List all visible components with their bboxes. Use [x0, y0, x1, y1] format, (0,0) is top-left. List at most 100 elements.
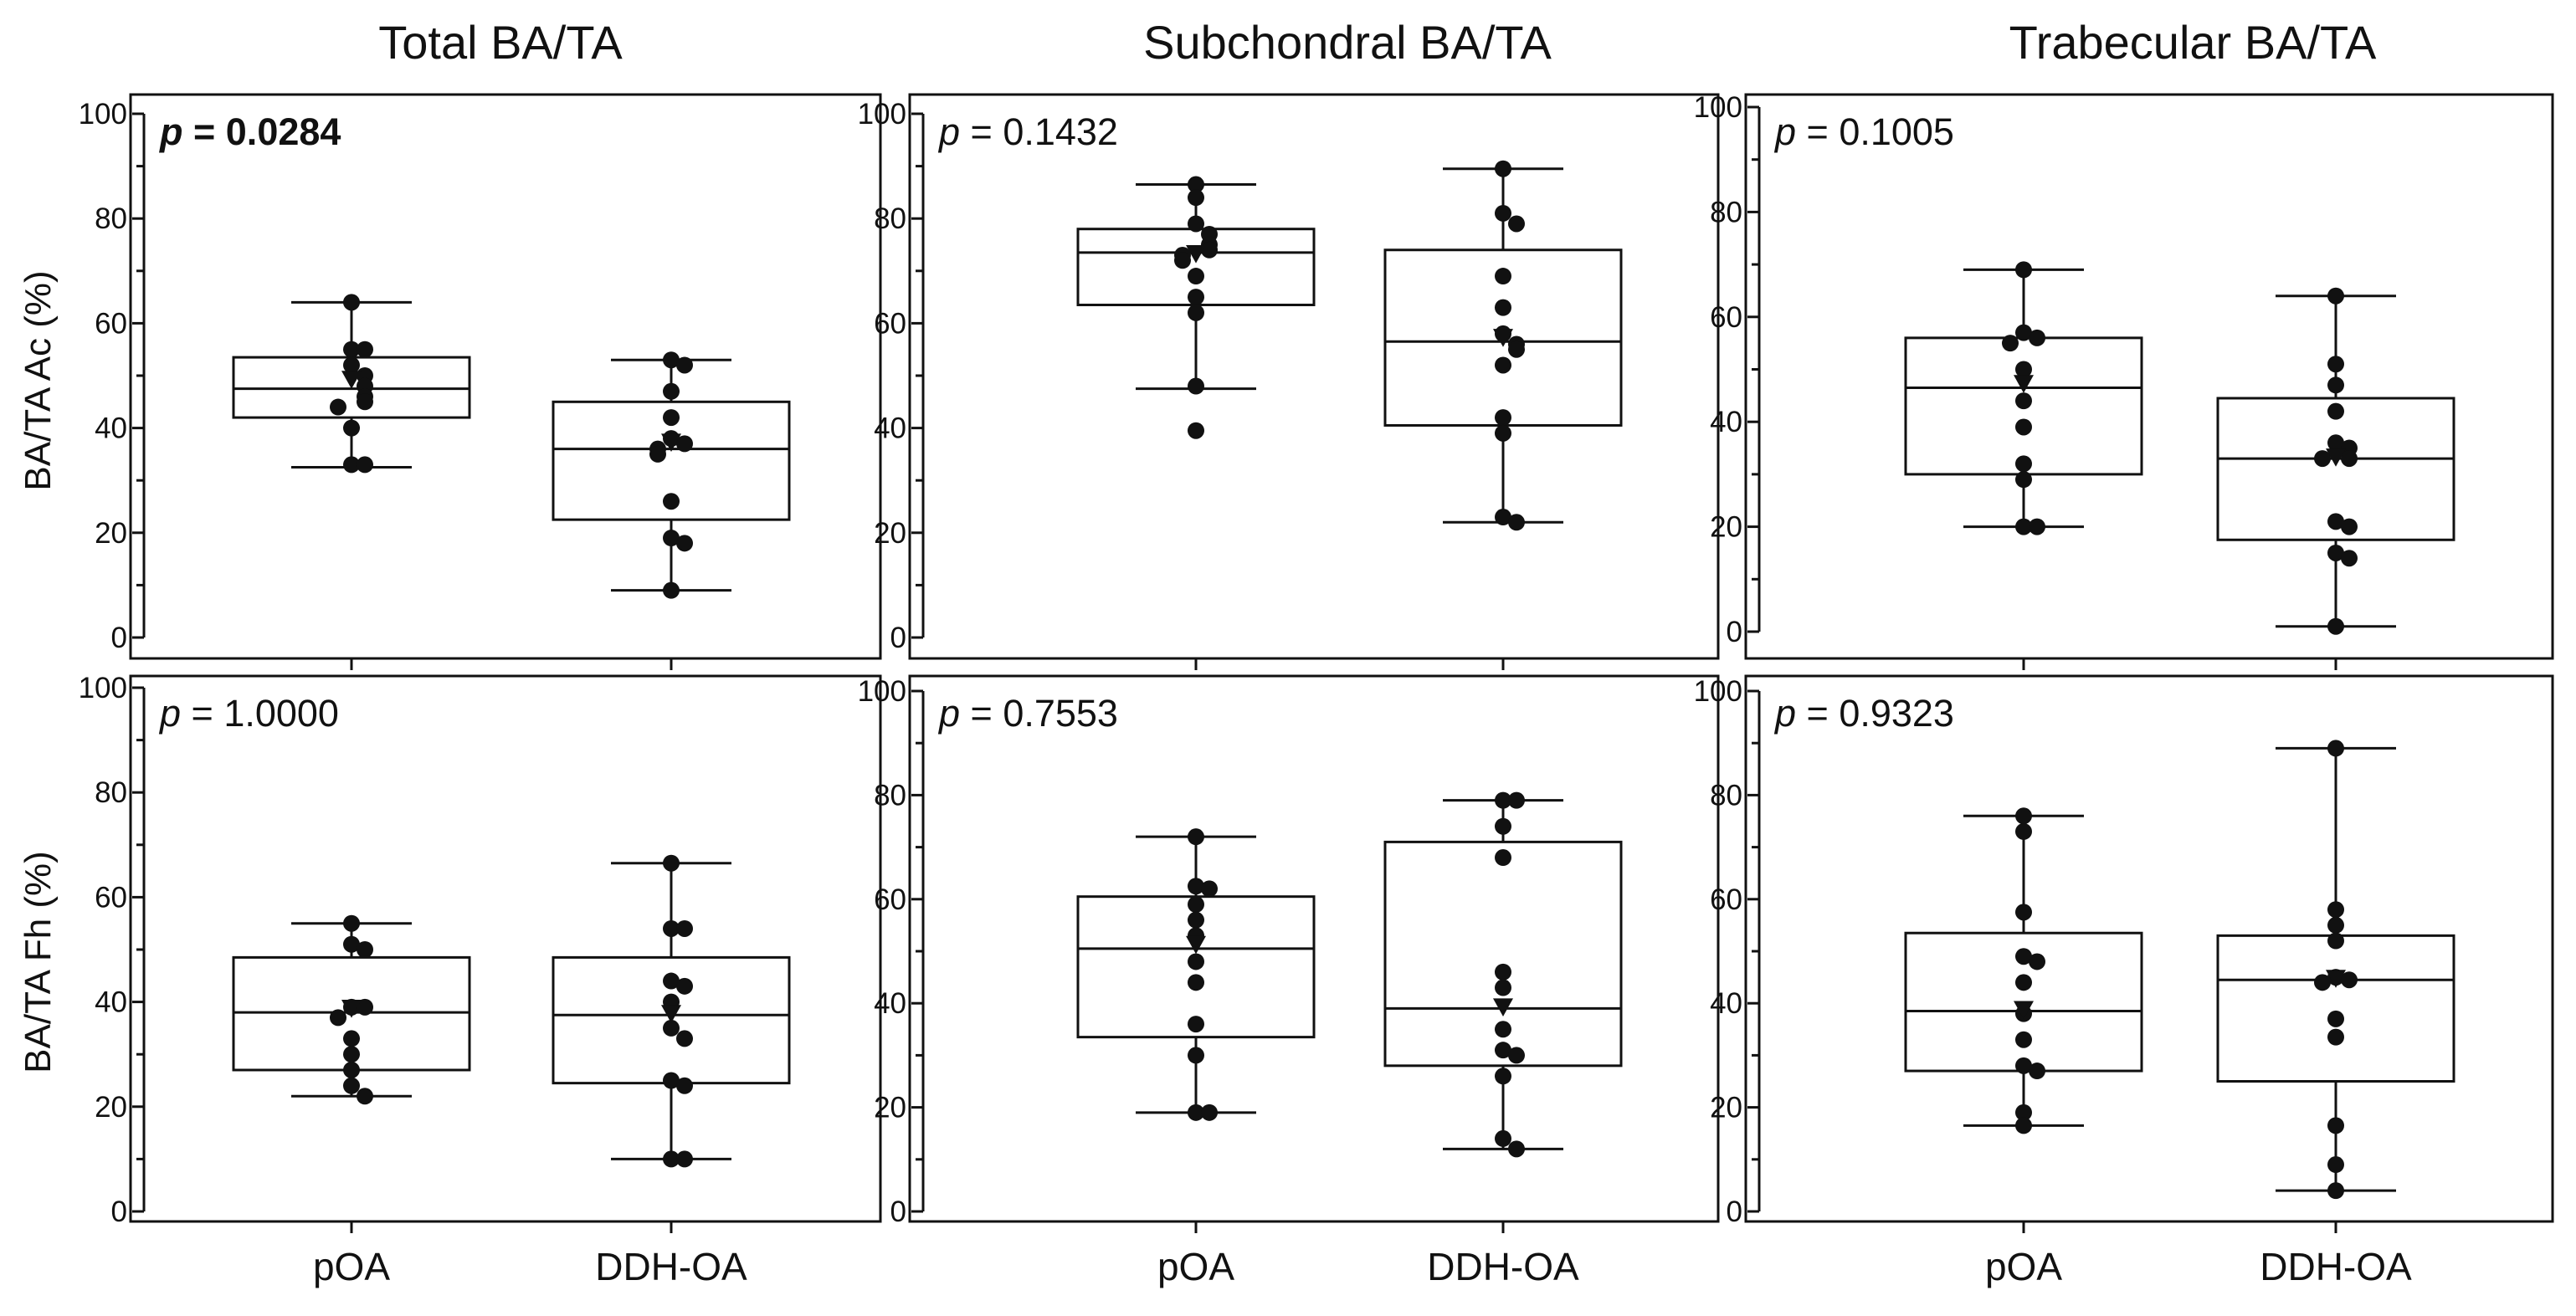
- data-point: [663, 1072, 680, 1089]
- data-point: [357, 456, 373, 474]
- data-point: [2327, 901, 2344, 919]
- data-point: [357, 998, 373, 1016]
- mean-marker: [1493, 329, 1513, 347]
- data-point: [663, 1019, 680, 1037]
- column-title-trabecular: Trabecular BA/TA: [2009, 16, 2377, 69]
- data-point: [2327, 916, 2344, 934]
- column-title-total: Total BA/TA: [378, 16, 623, 69]
- data-point: [1188, 422, 1204, 439]
- data-point: [343, 419, 360, 437]
- data-point: [1188, 176, 1204, 193]
- data-point: [1495, 409, 1511, 427]
- group-ddh-oa: [2216, 287, 2455, 635]
- mean-marker: [1186, 935, 1206, 955]
- data-point: [357, 1088, 373, 1105]
- data-point: [357, 341, 373, 358]
- panel-1-1: 0 20 40 60 80 100 p = 0.7553: [858, 674, 1720, 1233]
- column-title-subchondral: Subchondral BA/TA: [1143, 16, 1552, 69]
- data-point: [1188, 215, 1204, 233]
- data-point: [1508, 791, 1525, 809]
- x-label-ddhoa-col1: DDH-OA: [595, 1245, 747, 1288]
- x-label-poa-col3: pOA: [1985, 1245, 2062, 1288]
- y-tick-label: 60: [95, 307, 127, 340]
- data-point: [676, 1077, 693, 1094]
- data-point: [1495, 791, 1511, 809]
- data-point: [357, 941, 373, 958]
- data-point: [2341, 518, 2358, 535]
- data-point: [343, 456, 360, 474]
- group-poa: [1076, 176, 1316, 439]
- y-tick-label: 100: [858, 98, 906, 131]
- data-point: [2015, 324, 2032, 341]
- data-point: [676, 1030, 693, 1047]
- y-tick-label: 20: [874, 1092, 906, 1124]
- p-value-number: = 0.0284: [183, 110, 341, 153]
- box: [552, 400, 791, 521]
- data-point: [330, 398, 346, 416]
- data-point: [1495, 817, 1511, 835]
- data-point: [2015, 948, 2032, 965]
- data-point: [343, 935, 360, 953]
- data-point: [676, 1150, 693, 1168]
- data-point: [2015, 518, 2032, 535]
- panel-0-2: 0 20 40 60 80 100 p = 0.1005: [1694, 91, 2554, 670]
- y-tick-label: 80: [95, 202, 127, 235]
- data-point: [1508, 514, 1525, 531]
- group-ddh-oa: [1383, 791, 1623, 1158]
- data-point: [2327, 434, 2344, 452]
- data-point: [2015, 904, 2032, 921]
- data-point: [676, 435, 693, 453]
- x-label-ddhoa-col2: DDH-OA: [1427, 1245, 1579, 1288]
- data-point: [2327, 1010, 2344, 1027]
- y-tick-label: 40: [95, 412, 127, 445]
- p-value-label: p = 0.1432: [937, 110, 1118, 153]
- data-point: [2015, 361, 2032, 378]
- y-tick-label: 40: [874, 412, 906, 445]
- data-point: [2015, 1031, 2032, 1048]
- p-symbol: p: [937, 110, 960, 153]
- data-point: [2029, 518, 2045, 535]
- group-ddh-oa: [552, 854, 791, 1168]
- panel-1-2: 0 20 40 60 80 100 p = 0.9323: [1694, 674, 2554, 1233]
- panel-1-0: 0 20 40 60 80 100 p = 1.0000: [79, 672, 882, 1233]
- data-point: [2015, 261, 2032, 279]
- x-label-poa-col1: pOA: [313, 1245, 390, 1288]
- data-point: [663, 919, 680, 937]
- data-point: [1201, 1103, 1218, 1121]
- data-point: [2327, 740, 2344, 757]
- data-point: [1495, 979, 1511, 996]
- data-point: [1188, 304, 1204, 321]
- y-axis-label-ac: BA/TA Ac (%): [18, 270, 59, 490]
- data-point: [663, 972, 680, 990]
- data-point: [343, 1046, 360, 1063]
- data-point: [1508, 1140, 1525, 1158]
- mean-marker: [1493, 998, 1513, 1017]
- data-point: [676, 535, 693, 552]
- data-point: [1201, 880, 1218, 898]
- data-point: [1188, 377, 1204, 395]
- data-point: [663, 1150, 680, 1168]
- data-point: [2015, 1103, 2032, 1121]
- data-point: [2029, 329, 2045, 346]
- group-ddh-oa: [1383, 160, 1623, 531]
- panel-0-0: 0 20 40 60 80 100 p = 0.0284: [79, 93, 882, 670]
- data-point: [2327, 932, 2344, 950]
- mean-marker: [341, 371, 362, 389]
- y-tick-label: 80: [1710, 196, 1742, 228]
- mean-marker: [2014, 1001, 2034, 1020]
- data-point: [1495, 963, 1511, 981]
- group-poa: [1904, 261, 2143, 535]
- y-tick-label: 100: [1694, 91, 1742, 124]
- y-tick-label: 80: [874, 202, 906, 235]
- data-point: [343, 1030, 360, 1047]
- panel-frame: [1744, 674, 2554, 1223]
- p-value-number: = 1.0000: [181, 692, 339, 735]
- group-poa: [1076, 828, 1316, 1121]
- data-point: [1508, 341, 1525, 358]
- y-tick-label: 60: [874, 307, 906, 340]
- panel-frame: [1744, 93, 2554, 660]
- data-point: [2327, 513, 2344, 530]
- y-tick-label: 0: [111, 1196, 127, 1228]
- data-point: [1188, 878, 1204, 895]
- data-point: [1188, 953, 1204, 970]
